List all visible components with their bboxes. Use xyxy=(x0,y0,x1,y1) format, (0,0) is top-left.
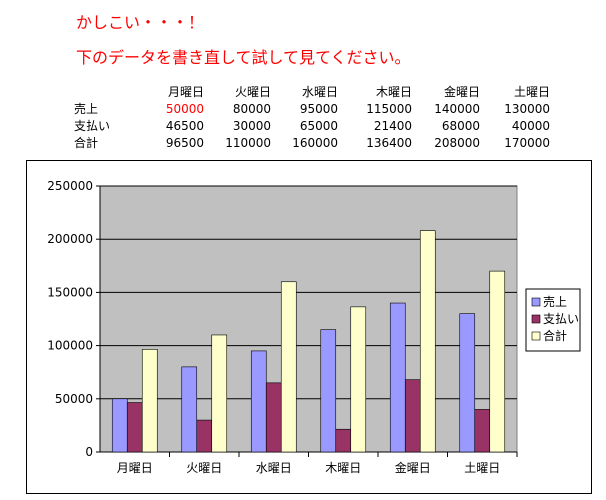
bar xyxy=(141,349,158,453)
bar xyxy=(459,313,476,453)
bar xyxy=(320,329,337,453)
table-row-total: 合計 96500 110000 160000 136400 208000 170… xyxy=(74,135,550,152)
bar xyxy=(280,281,297,453)
bar xyxy=(111,398,128,453)
table-cell[interactable]: 40000 xyxy=(511,119,550,133)
table-row-sales: 売上 50000 80000 95000 115000 140000 13000… xyxy=(74,101,550,118)
legend-label: 支払い xyxy=(543,312,579,326)
table-cell: 208000 xyxy=(434,136,480,150)
table-cell: 96500 xyxy=(165,136,204,150)
column-header: 金曜日 xyxy=(443,85,480,99)
bar xyxy=(211,334,228,453)
bar xyxy=(250,350,267,453)
row-label: 売上 xyxy=(74,102,99,116)
legend-swatch xyxy=(531,331,541,341)
legend-label: 売上 xyxy=(543,294,567,309)
row-label: 支払い xyxy=(74,119,111,133)
bar xyxy=(181,366,198,453)
table-cell[interactable]: 95000 xyxy=(299,102,338,116)
table-cell[interactable]: 46500 xyxy=(165,119,204,133)
legend-swatch xyxy=(531,314,541,324)
bar xyxy=(474,409,491,453)
table-cell[interactable]: 21400 xyxy=(373,119,412,133)
table-cell[interactable]: 80000 xyxy=(232,102,271,116)
table-cell[interactable]: 68000 xyxy=(441,119,480,133)
x-tick-label: 木曜日 xyxy=(325,461,361,475)
x-tick-label: 金曜日 xyxy=(395,460,431,475)
table-cell: 110000 xyxy=(225,136,271,150)
table-cell[interactable]: 30000 xyxy=(232,119,271,133)
y-tick-label: 0 xyxy=(85,445,93,459)
bar xyxy=(126,402,143,453)
y-tick-label: 200000 xyxy=(47,232,93,246)
bar xyxy=(265,382,282,453)
table-corner xyxy=(74,84,130,101)
column-header: 火曜日 xyxy=(234,85,271,99)
chart-canvas: 0 50000 100000 150000 200000 250000 月曜日 火曜日 水曜日 木… xyxy=(47,179,581,475)
table-header-row: 月曜日 火曜日 水曜日 木曜日 金曜日 土曜日 xyxy=(74,84,550,101)
bar-chart[interactable]: 0 50000 100000 150000 200000 250000 月曜日 火曜日 水曜日 木… xyxy=(26,160,592,494)
table-row-payments: 支払い 46500 30000 65000 21400 68000 40000 xyxy=(74,118,550,135)
column-header: 木曜日 xyxy=(375,85,412,99)
table-cell[interactable]: 65000 xyxy=(299,119,338,133)
table-cell[interactable]: 115000 xyxy=(366,102,412,116)
bar xyxy=(489,270,506,453)
y-tick-label: 150000 xyxy=(47,285,93,299)
data-table: 月曜日 火曜日 水曜日 木曜日 金曜日 土曜日 売上 50000 80000 9… xyxy=(74,84,550,152)
y-tick-label: 100000 xyxy=(47,339,93,353)
y-tick-label: 250000 xyxy=(47,179,93,193)
table-cell[interactable]: 130000 xyxy=(504,102,550,116)
plot-area xyxy=(99,185,518,453)
table-cell[interactable]: 140000 xyxy=(434,102,480,116)
table-cell: 136400 xyxy=(366,136,412,150)
x-tick-label: 月曜日 xyxy=(117,461,153,475)
column-header: 月曜日 xyxy=(167,85,204,99)
bar xyxy=(196,419,213,453)
row-label: 合計 xyxy=(74,136,99,150)
x-tick-label: 水曜日 xyxy=(256,461,292,475)
bar xyxy=(404,379,421,453)
bar xyxy=(419,230,436,453)
bar xyxy=(389,302,406,453)
table-cell: 170000 xyxy=(504,136,550,150)
y-tick-label: 50000 xyxy=(55,392,93,406)
column-header: 水曜日 xyxy=(301,85,338,99)
bar xyxy=(335,428,352,453)
table-cell: 160000 xyxy=(292,136,338,150)
legend-swatch xyxy=(531,297,541,307)
x-tick-label: 火曜日 xyxy=(186,461,222,475)
table-cell-editable[interactable]: 50000 xyxy=(165,102,204,116)
column-header: 土曜日 xyxy=(513,85,550,99)
bar xyxy=(350,306,367,453)
legend-label: 合計 xyxy=(543,328,567,343)
headline-primary: かしこい・・・！ xyxy=(76,13,205,32)
headline-instruction: 下のデータを書き直して試して見てください。 xyxy=(76,48,411,67)
x-tick-label: 土曜日 xyxy=(464,461,500,475)
